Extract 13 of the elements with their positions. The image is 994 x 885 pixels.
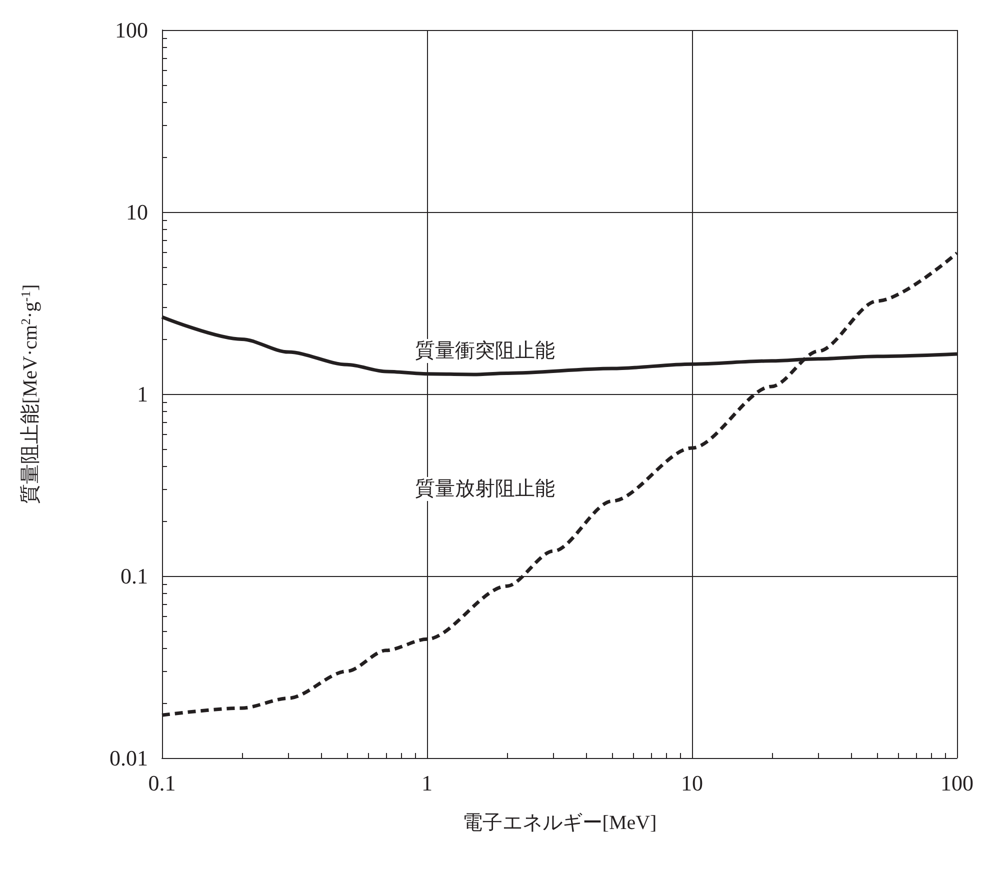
x-tick-label: 10	[681, 770, 703, 796]
y-tick-label: 0.01	[110, 746, 148, 770]
x-tick-label: 0.1	[148, 770, 176, 796]
y-axis-title: 質量阻止能[MeV·cm2·g-1]	[18, 284, 42, 504]
annotation: 質量放射阻止能	[415, 478, 555, 500]
y-tick-label: 10	[126, 200, 148, 224]
x-tick-label: 100	[940, 770, 974, 796]
annotation: 質量衝突阻止能	[415, 340, 555, 362]
y-tick-label: 0.1	[120, 564, 148, 588]
y-tick-label: 1	[137, 382, 148, 406]
x-axis-title: 電子エネルギー[MeV]	[462, 812, 657, 834]
y-tick-label: 100	[115, 18, 148, 42]
x-tick-label: 1	[422, 770, 432, 796]
